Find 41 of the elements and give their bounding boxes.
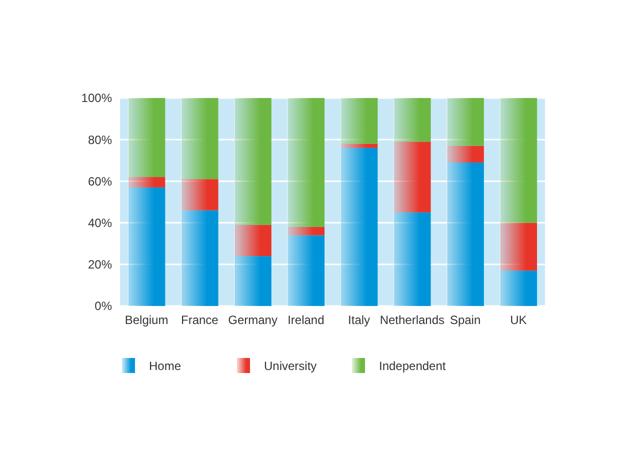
bar — [340, 98, 378, 144]
bar — [340, 144, 378, 148]
bar — [394, 142, 431, 212]
legend-label: Independent — [379, 359, 446, 374]
bar — [128, 187, 166, 306]
legend-label: Home — [149, 359, 182, 374]
bar — [287, 226, 325, 236]
y-tick-label: 0% — [94, 299, 112, 314]
bar — [394, 98, 431, 142]
x-tick-label: France — [181, 313, 219, 327]
x-tick-label: Italy — [348, 313, 370, 327]
bar — [500, 270, 538, 306]
y-tick-label: 80% — [88, 132, 112, 147]
bar — [500, 222, 538, 271]
bar — [234, 224, 272, 256]
bar — [181, 179, 218, 210]
bar — [500, 98, 538, 223]
bar — [287, 98, 325, 227]
y-tick-label: 20% — [88, 258, 112, 272]
y-tick-label: 40% — [88, 216, 112, 230]
bar — [340, 148, 378, 306]
x-tick-label: Spain — [450, 313, 481, 327]
x-tick-label: Ireland — [288, 313, 324, 327]
bar — [128, 98, 166, 178]
bar — [181, 210, 218, 306]
bar — [234, 256, 272, 306]
bar — [128, 177, 166, 188]
x-tick-label: UK — [510, 313, 527, 327]
x-tick-label: Germany — [228, 313, 278, 327]
bar — [234, 98, 272, 225]
bar — [446, 162, 484, 306]
bar — [446, 98, 484, 146]
bar — [446, 146, 484, 162]
legend-label: University — [264, 359, 317, 374]
x-tick-label: Belgium — [124, 313, 168, 327]
y-tick-label: 100% — [81, 91, 112, 106]
bar — [287, 235, 325, 306]
y-tick-label: 60% — [88, 174, 112, 188]
bar — [181, 98, 218, 180]
bar — [394, 212, 431, 306]
x-tick-label: Netherlands — [380, 313, 445, 327]
